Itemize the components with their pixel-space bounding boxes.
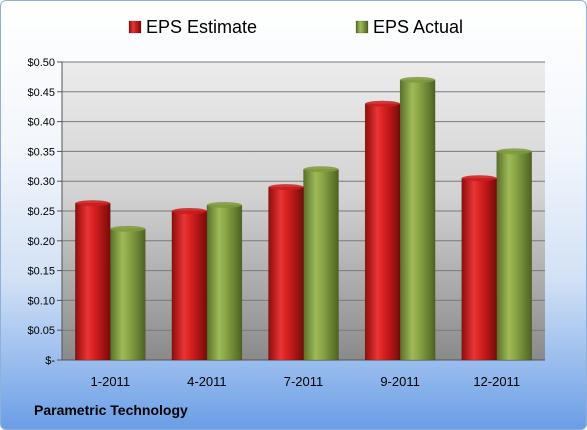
y-tick-label: $0.35: [27, 146, 55, 158]
legend-swatch-estimate: [128, 20, 142, 34]
bar-estimate-7-2011: [268, 186, 304, 361]
y-tick-label: $-: [45, 355, 55, 367]
bar-estimate-4-2011: [171, 210, 208, 361]
legend: EPS Estimate EPS Actual: [128, 17, 463, 37]
company-name: Parametric Technology: [34, 402, 188, 418]
bar-top-cap: [496, 148, 532, 155]
y-tick-label: $0.15: [27, 266, 55, 278]
legend-label-estimate: EPS Estimate: [146, 17, 257, 37]
legend-swatch-actual: [355, 20, 369, 34]
bar-top-cap: [206, 202, 242, 209]
bar-actual-12-2011: [496, 151, 532, 361]
y-tick-label: $0.25: [27, 206, 55, 218]
y-tick-label: $0.05: [27, 325, 55, 337]
bar-top-cap: [268, 184, 304, 191]
bar-top-cap: [461, 175, 497, 182]
bar-top-cap: [365, 100, 401, 107]
bar-top-cap: [400, 76, 436, 83]
bars: [75, 76, 532, 361]
y-tick-label: $0.50: [27, 57, 55, 69]
bar-estimate-9-2011: [364, 103, 401, 361]
bar-top-cap: [171, 208, 207, 214]
y-tick-label: $0.40: [27, 117, 55, 129]
legend-label-actual: EPS Actual: [373, 17, 463, 37]
y-tick-label: $0.30: [27, 176, 55, 188]
bar-actual-1-2011: [110, 228, 146, 361]
bar-top-cap: [75, 200, 111, 207]
y-tick-label: $0.20: [27, 236, 55, 248]
bar-top-cap: [110, 225, 146, 232]
bar-estimate-12-2011: [461, 177, 497, 361]
bar-actual-4-2011: [206, 204, 243, 361]
x-category-label: 9-2011: [380, 374, 420, 389]
y-tick-label: $0.10: [27, 295, 55, 307]
bar-top-cap: [303, 166, 339, 173]
x-category-label: 4-2011: [187, 374, 227, 389]
x-category-label: 12-2011: [473, 374, 520, 389]
x-category-label: 1-2011: [91, 374, 131, 389]
x-category-label: 7-2011: [284, 374, 324, 389]
bar-actual-7-2011: [303, 169, 339, 361]
y-tick-label: $0.45: [27, 87, 55, 99]
bar-estimate-1-2011: [75, 203, 111, 361]
axes: $- $0.05 $0.10 $0.15 $0.20 $0.25 $0.30 $0.35 $0.…: [27, 57, 545, 389]
bar-actual-9-2011: [399, 79, 436, 361]
